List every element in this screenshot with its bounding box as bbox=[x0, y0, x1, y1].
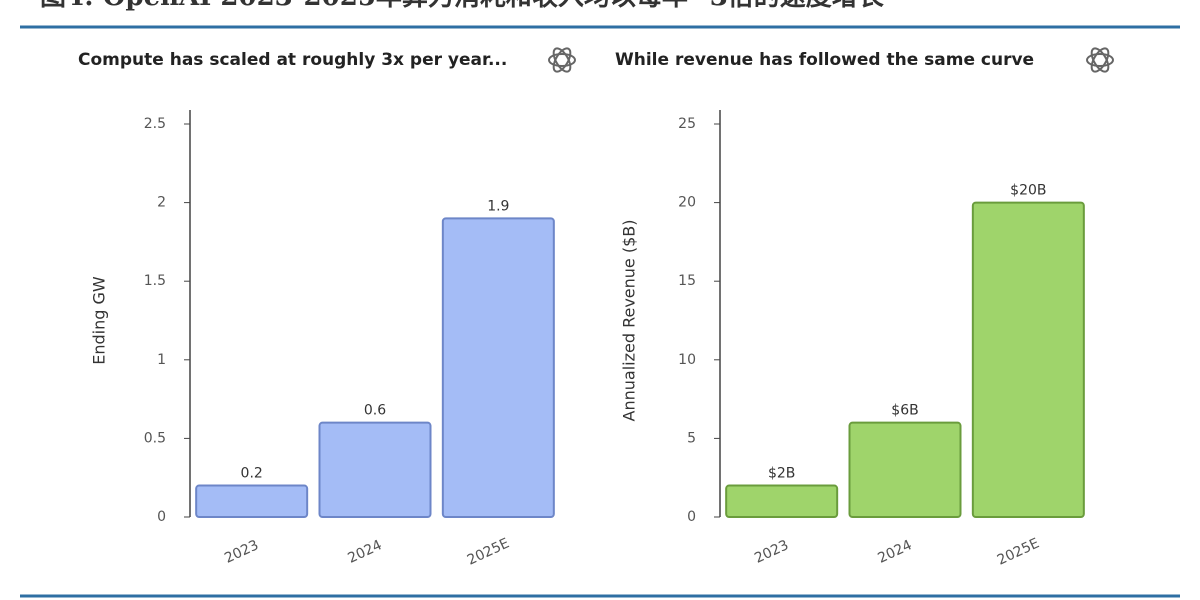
y-tick-label: 5 bbox=[687, 430, 696, 446]
y-tick-label: 1.5 bbox=[144, 273, 166, 289]
y-tick-label: 0.5 bbox=[144, 430, 166, 446]
data-label: 0.2 bbox=[241, 466, 263, 482]
y-tick-label: 2 bbox=[157, 195, 166, 211]
x-tick-label: 2025E bbox=[995, 535, 1042, 568]
y-tick-label: 0 bbox=[687, 509, 696, 525]
bar bbox=[725, 484, 839, 518]
y-axis-label: Annualized Revenue ($B) bbox=[620, 220, 639, 422]
x-tick-label: 2024 bbox=[875, 537, 914, 567]
data-label: $6B bbox=[891, 403, 918, 419]
x-tick-label: 2024 bbox=[345, 537, 384, 567]
x-tick-label: 2025E bbox=[465, 535, 512, 568]
bar bbox=[971, 201, 1085, 518]
data-label: $20B bbox=[1010, 183, 1046, 199]
chart-title: Compute has scaled at roughly 3x per yea… bbox=[78, 50, 507, 70]
y-tick-label: 15 bbox=[678, 273, 696, 289]
data-label: 0.6 bbox=[364, 403, 386, 419]
y-tick-label: 1 bbox=[157, 352, 166, 368]
y-tick-label: 25 bbox=[678, 116, 696, 132]
figure-title: 图4: OpenAI 2023-2025年算力消耗和收入均以每年~3倍的速度增长 bbox=[40, 0, 885, 12]
bar bbox=[195, 484, 309, 518]
data-label: 1.9 bbox=[487, 198, 509, 214]
y-tick-label: 0 bbox=[157, 509, 166, 525]
x-tick-label: 2023 bbox=[222, 537, 261, 567]
bar bbox=[318, 421, 432, 518]
openai-logo bbox=[548, 47, 576, 73]
y-tick-label: 20 bbox=[678, 195, 696, 211]
y-tick-label: 2.5 bbox=[144, 116, 166, 132]
openai-logo bbox=[1086, 47, 1114, 73]
y-tick-label: 10 bbox=[678, 352, 696, 368]
bar bbox=[848, 421, 962, 518]
data-label: $2B bbox=[768, 466, 795, 482]
chart-title: While revenue has followed the same curv… bbox=[615, 50, 1034, 70]
bar bbox=[441, 217, 555, 518]
y-axis-label: Ending GW bbox=[90, 276, 109, 365]
x-tick-label: 2023 bbox=[752, 537, 791, 567]
